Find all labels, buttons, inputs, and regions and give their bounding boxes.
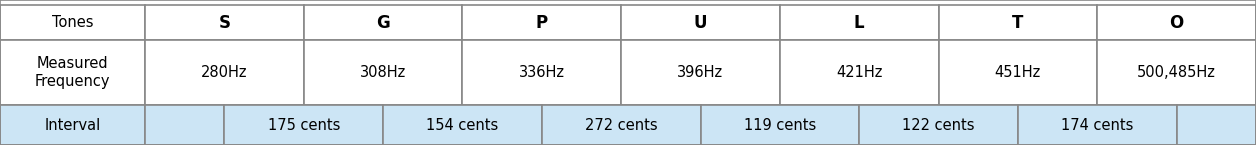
Text: G: G: [377, 13, 389, 31]
Bar: [701, 105, 859, 145]
Text: P: P: [536, 13, 548, 31]
Text: L: L: [854, 13, 864, 31]
Text: 175 cents: 175 cents: [268, 117, 340, 133]
Bar: [0, 40, 144, 105]
Bar: [780, 40, 938, 105]
Bar: [462, 5, 622, 40]
Bar: [225, 105, 383, 145]
Text: 272 cents: 272 cents: [585, 117, 657, 133]
Bar: [1177, 105, 1256, 145]
Bar: [304, 5, 462, 40]
Bar: [0, 105, 144, 145]
Bar: [383, 105, 541, 145]
Bar: [304, 40, 462, 105]
Text: 122 cents: 122 cents: [902, 117, 975, 133]
Text: 500,485Hz: 500,485Hz: [1137, 65, 1216, 80]
Bar: [1017, 105, 1177, 145]
Text: 396Hz: 396Hz: [677, 65, 723, 80]
Text: S: S: [219, 13, 230, 31]
Bar: [622, 40, 780, 105]
Bar: [622, 5, 780, 40]
Bar: [938, 40, 1098, 105]
Text: Interval: Interval: [44, 117, 100, 133]
Text: 174 cents: 174 cents: [1061, 117, 1133, 133]
Text: 451Hz: 451Hz: [995, 65, 1041, 80]
Text: 119 cents: 119 cents: [744, 117, 816, 133]
Bar: [144, 5, 304, 40]
Text: Measured
Frequency: Measured Frequency: [35, 56, 111, 89]
Bar: [462, 40, 622, 105]
Text: U: U: [693, 13, 707, 31]
Text: T: T: [1012, 13, 1024, 31]
Bar: [541, 105, 701, 145]
Bar: [144, 105, 225, 145]
Text: 154 cents: 154 cents: [426, 117, 499, 133]
Text: 421Hz: 421Hz: [836, 65, 883, 80]
Bar: [1098, 40, 1256, 105]
Text: O: O: [1169, 13, 1183, 31]
Text: 336Hz: 336Hz: [519, 65, 565, 80]
Text: 280Hz: 280Hz: [201, 65, 247, 80]
Bar: [859, 105, 1017, 145]
Bar: [1098, 5, 1256, 40]
Bar: [144, 40, 304, 105]
Bar: [0, 5, 144, 40]
Bar: [938, 5, 1098, 40]
Text: 308Hz: 308Hz: [360, 65, 406, 80]
Text: Tones: Tones: [51, 15, 93, 30]
Bar: [780, 5, 938, 40]
